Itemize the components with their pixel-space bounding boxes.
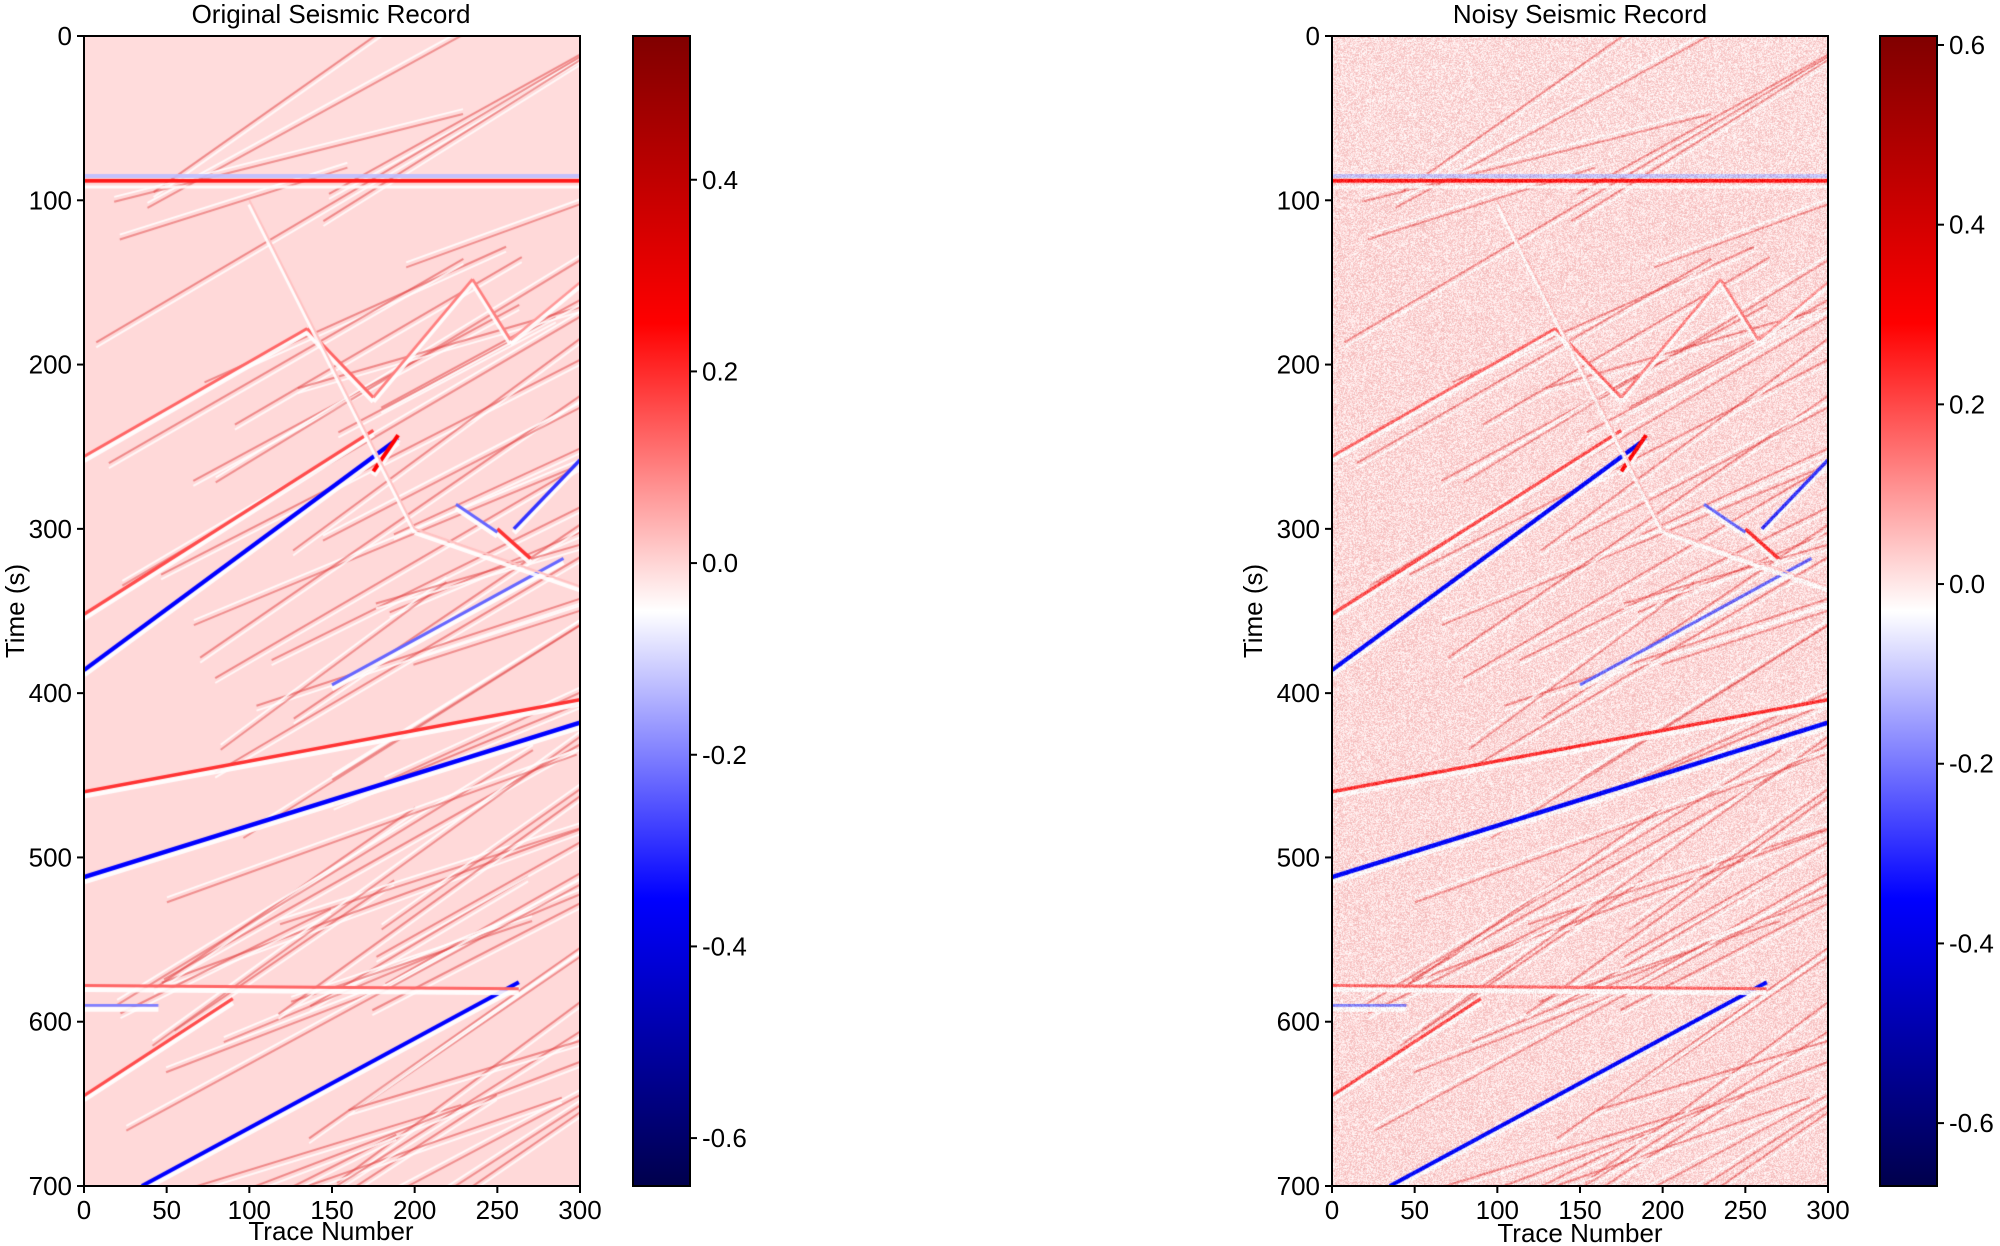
x-tick-label: 250	[476, 1195, 519, 1225]
y-tick-label: 500	[29, 842, 72, 872]
y-tick-label: 300	[1277, 514, 1320, 544]
x-tick-label: 300	[1806, 1195, 1849, 1225]
colorbar	[632, 35, 691, 1187]
x-tick-label: 0	[77, 1195, 91, 1225]
x-tick-label: 0	[1325, 1195, 1339, 1225]
colorbar-tick-label: 0.0	[1949, 569, 1985, 599]
heatmap-wrapper	[1332, 36, 1828, 1186]
panel-title: Noisy Seismic Record	[1453, 0, 1707, 29]
y-axis-ticks: 0 100 200 300 400 500 600 700	[29, 21, 84, 1201]
x-tick-label: 150	[1558, 1195, 1601, 1225]
colorbar-tick-label: 0.2	[702, 356, 738, 386]
y-axis-label: Time (s)	[1238, 564, 1268, 658]
colorbar	[1879, 35, 1938, 1187]
y-tick-label: 700	[1277, 1171, 1320, 1201]
y-tick-label: 200	[1277, 350, 1320, 380]
y-tick-label: 300	[29, 514, 72, 544]
colorbar-tick-label: -0.4	[1949, 928, 1994, 958]
colorbar-tick-label: 0.6	[1949, 30, 1985, 60]
x-tick-label: 50	[152, 1195, 181, 1225]
y-axis-label: Time (s)	[0, 564, 30, 658]
colorbar-ticks: 0.6 0.4 0.2 0.0 -0.2 -0.4 -0.6	[1937, 30, 1994, 1138]
y-tick-label: 100	[1277, 185, 1320, 215]
y-tick-label: 600	[29, 1007, 72, 1037]
x-tick-label: 200	[1641, 1195, 1684, 1225]
y-tick-label: 100	[29, 185, 72, 215]
colorbar-ticks: 0.4 0.2 0.0 -0.2 -0.4 -0.6	[690, 165, 747, 1153]
y-axis-ticks: 0 100 200 300 400 500 600 700	[1277, 21, 1332, 1201]
colorbar-tick-label: 0.2	[1949, 389, 1985, 419]
colorbar-tick-label: 0.4	[702, 165, 738, 195]
x-axis-ticks: 0 50 100 150 200 250 300	[1325, 1186, 1850, 1225]
heatmap-wrapper	[84, 36, 580, 1186]
y-tick-label: 0	[1306, 21, 1320, 51]
panel-noisy: Noisy Seismic Record 0100200300400500600…	[1238, 0, 1994, 1246]
x-tick-label: 100	[1476, 1195, 1519, 1225]
panel-original: Original Seismic Record 0100200300400500…	[0, 0, 747, 1246]
colorbar-tick-label: 0.4	[1949, 210, 1985, 240]
colorbar-tick-label: -0.6	[702, 1123, 747, 1153]
y-tick-label: 400	[1277, 678, 1320, 708]
x-tick-label: 250	[1724, 1195, 1767, 1225]
x-tick-label: 300	[558, 1195, 601, 1225]
y-tick-label: 0	[58, 21, 72, 51]
y-tick-label: 500	[1277, 842, 1320, 872]
colorbar-tick-label: 0.0	[702, 548, 738, 578]
x-axis-label: Trace Number	[1497, 1218, 1663, 1246]
x-tick-label: 100	[228, 1195, 271, 1225]
panel-title: Original Seismic Record	[192, 0, 471, 29]
seismic-heatmap	[84, 36, 580, 1186]
seismic-heatmap	[1332, 36, 1828, 1186]
x-tick-label: 150	[310, 1195, 353, 1225]
x-axis-label: Trace Number	[248, 1216, 414, 1246]
x-axis-ticks: 0 50 100 150 200 250 300	[77, 1186, 602, 1225]
y-tick-label: 600	[1277, 1007, 1320, 1037]
y-tick-label: 400	[29, 678, 72, 708]
colorbar-tick-label: -0.2	[702, 740, 747, 770]
y-tick-label: 200	[29, 350, 72, 380]
colorbar-tick-label: -0.4	[702, 931, 747, 961]
y-tick-label: 700	[29, 1171, 72, 1201]
colorbar-tick-label: -0.2	[1949, 749, 1994, 779]
x-tick-label: 200	[393, 1195, 436, 1225]
x-tick-label: 50	[1400, 1195, 1429, 1225]
colorbar-tick-label: -0.6	[1949, 1108, 1994, 1138]
